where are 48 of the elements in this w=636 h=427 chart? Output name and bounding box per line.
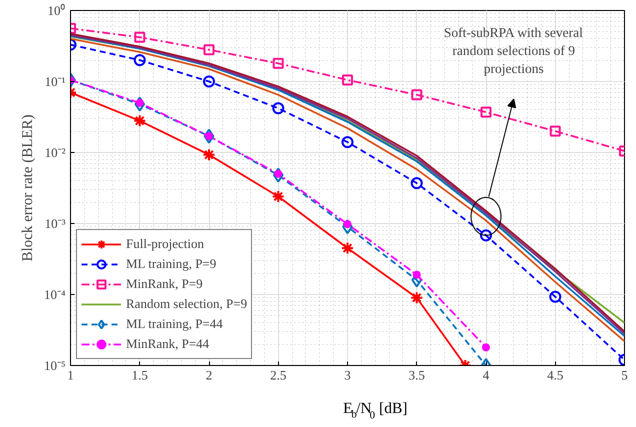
- y-tick-label: 10⁻²: [44, 145, 66, 160]
- point: [482, 343, 490, 352]
- x-tick-label: 3.5: [408, 368, 425, 382]
- point: [412, 270, 421, 279]
- x-tick-label: 4: [482, 368, 490, 382]
- point: [133, 114, 146, 128]
- legend-label: Random selection, P=9: [126, 296, 248, 312]
- legend-label: ML training, P=44: [126, 316, 223, 332]
- point: [202, 148, 216, 162]
- point: [342, 74, 353, 86]
- point: [272, 168, 284, 183]
- y-tick-label: 10⁻³: [44, 216, 66, 231]
- annotation: Soft-subRPA with several random selections of 9 projections: [444, 24, 584, 76]
- x-tick-label: 1: [67, 368, 74, 382]
- x-tick-label: 5: [621, 368, 628, 382]
- point: [272, 58, 284, 69]
- point: [204, 44, 214, 56]
- point: [410, 177, 423, 190]
- point: [272, 190, 285, 204]
- y-axis-title: Block error rate (BLER): [20, 114, 36, 262]
- point: [134, 54, 146, 66]
- point: [549, 290, 562, 303]
- legend-label: ML training, P=9: [126, 256, 216, 272]
- point: [550, 126, 561, 137]
- x-tick-label: 2.5: [270, 368, 286, 382]
- x-tick-label: 4.5: [547, 368, 564, 382]
- x-tick-label: 2: [206, 368, 212, 382]
- point: [203, 76, 215, 88]
- y-tick-label: 10⁻¹: [44, 74, 66, 89]
- y-tick-label: 10⁻⁴: [44, 287, 66, 302]
- y-tick-label: 10⁰: [48, 3, 66, 18]
- legend-label: MinRank, P=44: [126, 336, 210, 352]
- point: [411, 89, 422, 100]
- y-tick-label: 10⁻⁵: [44, 358, 66, 373]
- point: [134, 32, 146, 43]
- point: [204, 128, 214, 144]
- point: [480, 106, 492, 118]
- legend-label: Full-projection: [126, 236, 204, 252]
- point: [342, 219, 353, 234]
- point: [480, 229, 492, 242]
- point: [341, 242, 354, 255]
- point: [134, 96, 146, 112]
- point: [272, 102, 284, 114]
- point: [410, 291, 424, 304]
- x-tick-label: 3: [344, 368, 351, 382]
- x-tick-label: 1.5: [132, 368, 148, 382]
- point: [342, 136, 354, 148]
- legend-label: MinRank, P=9: [126, 276, 203, 292]
